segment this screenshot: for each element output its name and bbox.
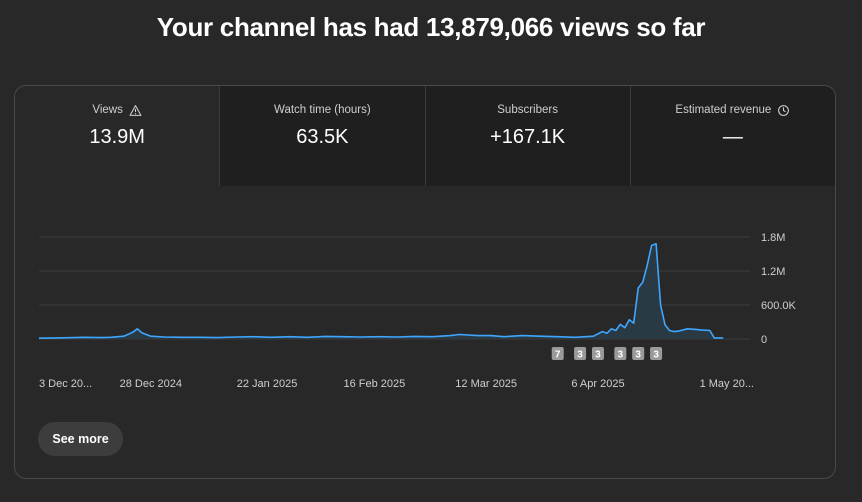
y-tick-label: 1.8M — [761, 232, 785, 244]
event-marker-label: 3 — [635, 350, 641, 361]
tab-views-label-row: Views — [15, 102, 219, 118]
event-marker-label: 7 — [555, 350, 561, 361]
event-marker-label: 3 — [595, 350, 601, 361]
metric-tabs: Views 13.9M Watch time (hours) 63.5K Sub… — [15, 86, 835, 186]
x-tick-label: 16 Feb 2025 — [343, 378, 405, 390]
event-marker-label: 3 — [577, 350, 583, 361]
y-tick-label: 600.0K — [761, 300, 797, 312]
tab-watch-time-label-row: Watch time (hours) — [220, 102, 424, 118]
tab-views-value: 13.9M — [89, 126, 145, 148]
see-more-button[interactable]: See more — [38, 422, 123, 456]
tab-revenue-label-row: Estimated revenue — [631, 102, 835, 118]
clock-icon — [777, 104, 790, 117]
views-line — [38, 243, 724, 339]
event-marker — [591, 347, 604, 360]
tab-subscribers-value: +167.1K — [490, 126, 566, 148]
x-tick-label: 6 Apr 2025 — [571, 378, 624, 390]
tab-subscribers[interactable]: Subscribers +167.1K — [425, 86, 631, 186]
event-marker — [551, 347, 564, 360]
tab-views-label: Views — [92, 104, 123, 116]
x-tick-label: 1 May 20... — [700, 378, 754, 390]
event-marker — [614, 347, 627, 360]
tab-revenue-label: Estimated revenue — [675, 104, 772, 116]
y-tick-label: 1.2M — [761, 266, 785, 278]
x-tick-label: 3 Dec 20... — [39, 378, 92, 390]
tab-subscribers-label: Subscribers — [497, 104, 558, 116]
y-tick-label: 0 — [761, 334, 767, 346]
warning-icon — [129, 104, 142, 117]
tab-subscribers-label-row: Subscribers — [426, 102, 630, 118]
page-headline: Your channel has had 13,879,066 views so… — [156, 12, 706, 42]
tab-watch-time[interactable]: Watch time (hours) 63.5K — [220, 86, 426, 186]
event-marker-label: 3 — [618, 350, 624, 361]
event-marker — [574, 347, 587, 360]
event-marker — [650, 347, 663, 360]
views-area — [39, 243, 724, 339]
views-chart: 1.8M 1.2M 600.0K 0 7 3 3 3 3 3 3 Dec 20... 28 Dec 2… — [15, 186, 835, 426]
tab-watch-time-label: Watch time (hours) — [274, 104, 371, 116]
tab-views[interactable]: Views 13.9M — [15, 86, 221, 186]
analytics-card: Views 13.9M Watch time (hours) 63.5K Sub… — [14, 85, 836, 479]
x-tick-label: 22 Jan 2025 — [237, 378, 298, 390]
x-tick-label: 28 Dec 2024 — [120, 378, 182, 390]
tab-estimated-revenue[interactable]: Estimated revenue — — [630, 86, 835, 186]
tab-revenue-value: — — [722, 126, 743, 148]
event-marker-label: 3 — [653, 350, 659, 361]
event-marker — [632, 347, 645, 360]
tab-watch-time-value: 63.5K — [296, 126, 349, 148]
x-tick-label: 12 Mar 2025 — [455, 378, 517, 390]
